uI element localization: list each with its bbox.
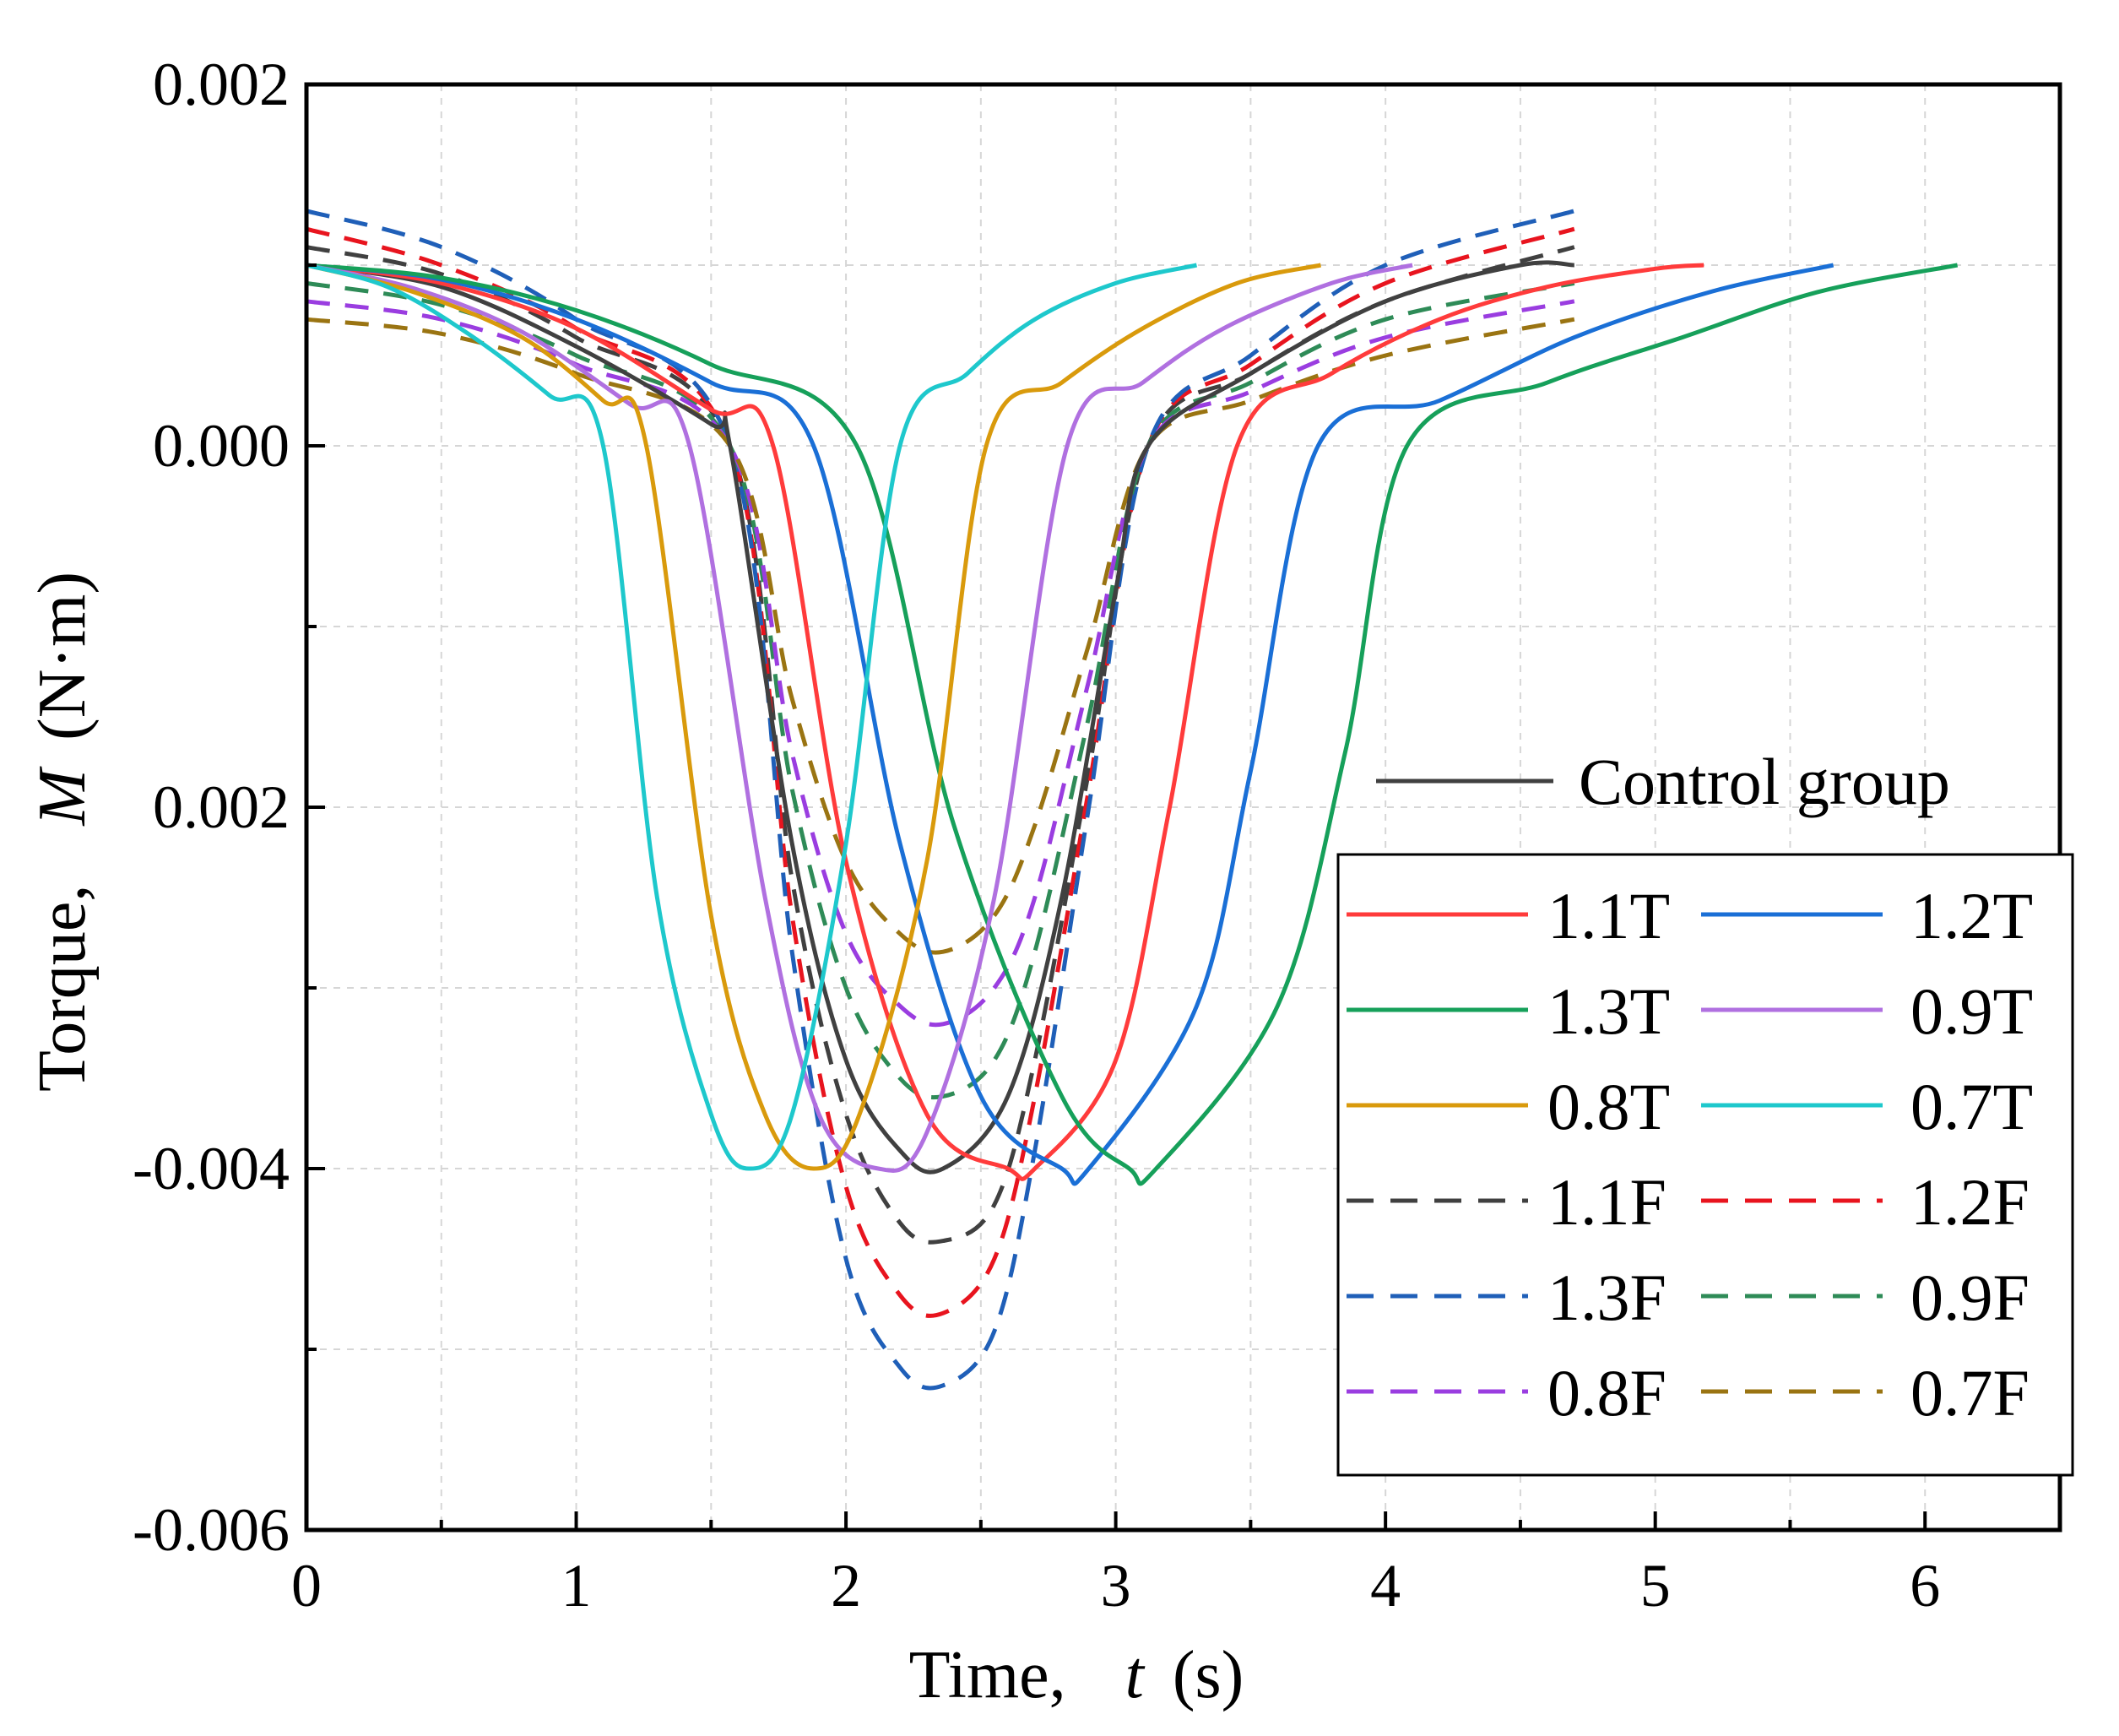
x-tick-label: 6 (1910, 1552, 1940, 1619)
y-axis-title-var: M (25, 766, 100, 827)
legend-label-0-7f: 0.7F (1910, 1356, 2030, 1429)
y-axis-title-unit: (N·m) (25, 572, 100, 741)
plot-lines (306, 209, 1959, 1391)
axis-ticks: 0 1 2 3 4 5 6 0.002 0.000 0.002 -0.004 -0.006 (133, 51, 2062, 1619)
legend-label-1-3t: 1.3T (1547, 974, 1670, 1048)
x-tick-label: 1 (561, 1552, 592, 1619)
legend-box (1336, 853, 2074, 1477)
legend-label-0-9t: 0.9T (1910, 974, 2033, 1048)
x-tick-label: 0 (291, 1552, 322, 1619)
legend: Control group 1.1T 1.2T 1.3T 0.9T 0.8T 0.7T 1.1… (1336, 745, 2074, 1477)
x-tick-label: 2 (831, 1552, 861, 1619)
y-axis-title: Torque, M (N·m) (25, 572, 100, 1092)
legend-label-control-group: Control group (1579, 745, 1950, 818)
y-tick-label: -0.004 (133, 1135, 290, 1202)
y-tick-label: 0.002 (153, 51, 290, 118)
legend-label-0-7t: 0.7T (1910, 1070, 2033, 1143)
legend-label-0-9f: 0.9F (1910, 1261, 2030, 1334)
legend-label-1-2t: 1.2T (1910, 879, 2033, 952)
legend-label-1-1f: 1.1F (1547, 1165, 1666, 1239)
legend-label-1-3f: 1.3F (1547, 1261, 1666, 1334)
series-line-1-3t (306, 263, 1959, 1186)
y-tick-label: 0.000 (153, 412, 290, 480)
legend-label-0-8t: 0.8T (1547, 1070, 1670, 1143)
x-axis-title-prefix: Time, (909, 1638, 1066, 1712)
series-line-1-1f (306, 245, 1575, 1245)
y-tick-label: 0.002 (153, 773, 290, 841)
series-line-1-2t (306, 263, 1834, 1186)
series-line-0-7f (306, 317, 1575, 955)
x-axis-title: Time, t (s) (909, 1638, 1244, 1712)
x-tick-label: 3 (1101, 1552, 1131, 1619)
series-line-0-8f (306, 299, 1575, 1028)
series-line-0-8t (306, 263, 1322, 1171)
x-tick-label: 5 (1640, 1552, 1671, 1619)
series-line-0-9t (306, 263, 1413, 1173)
x-axis-title-unit: (s) (1173, 1638, 1244, 1712)
y-tick-label: -0.006 (133, 1496, 290, 1564)
series-line-0-7t (306, 263, 1198, 1171)
y-axis-title-prefix: Torque, (25, 885, 100, 1092)
series-line-1-2f (306, 226, 1575, 1318)
legend-label-1-2f: 1.2F (1910, 1165, 2030, 1239)
legend-label-1-1t: 1.1T (1547, 879, 1670, 952)
legend-label-0-8f: 0.8F (1547, 1356, 1666, 1429)
x-tick-label: 4 (1370, 1552, 1401, 1619)
series-line-control-group (306, 260, 1574, 1175)
x-axis-title-var: t (1125, 1638, 1146, 1712)
series-line-1-1t (306, 263, 1704, 1181)
